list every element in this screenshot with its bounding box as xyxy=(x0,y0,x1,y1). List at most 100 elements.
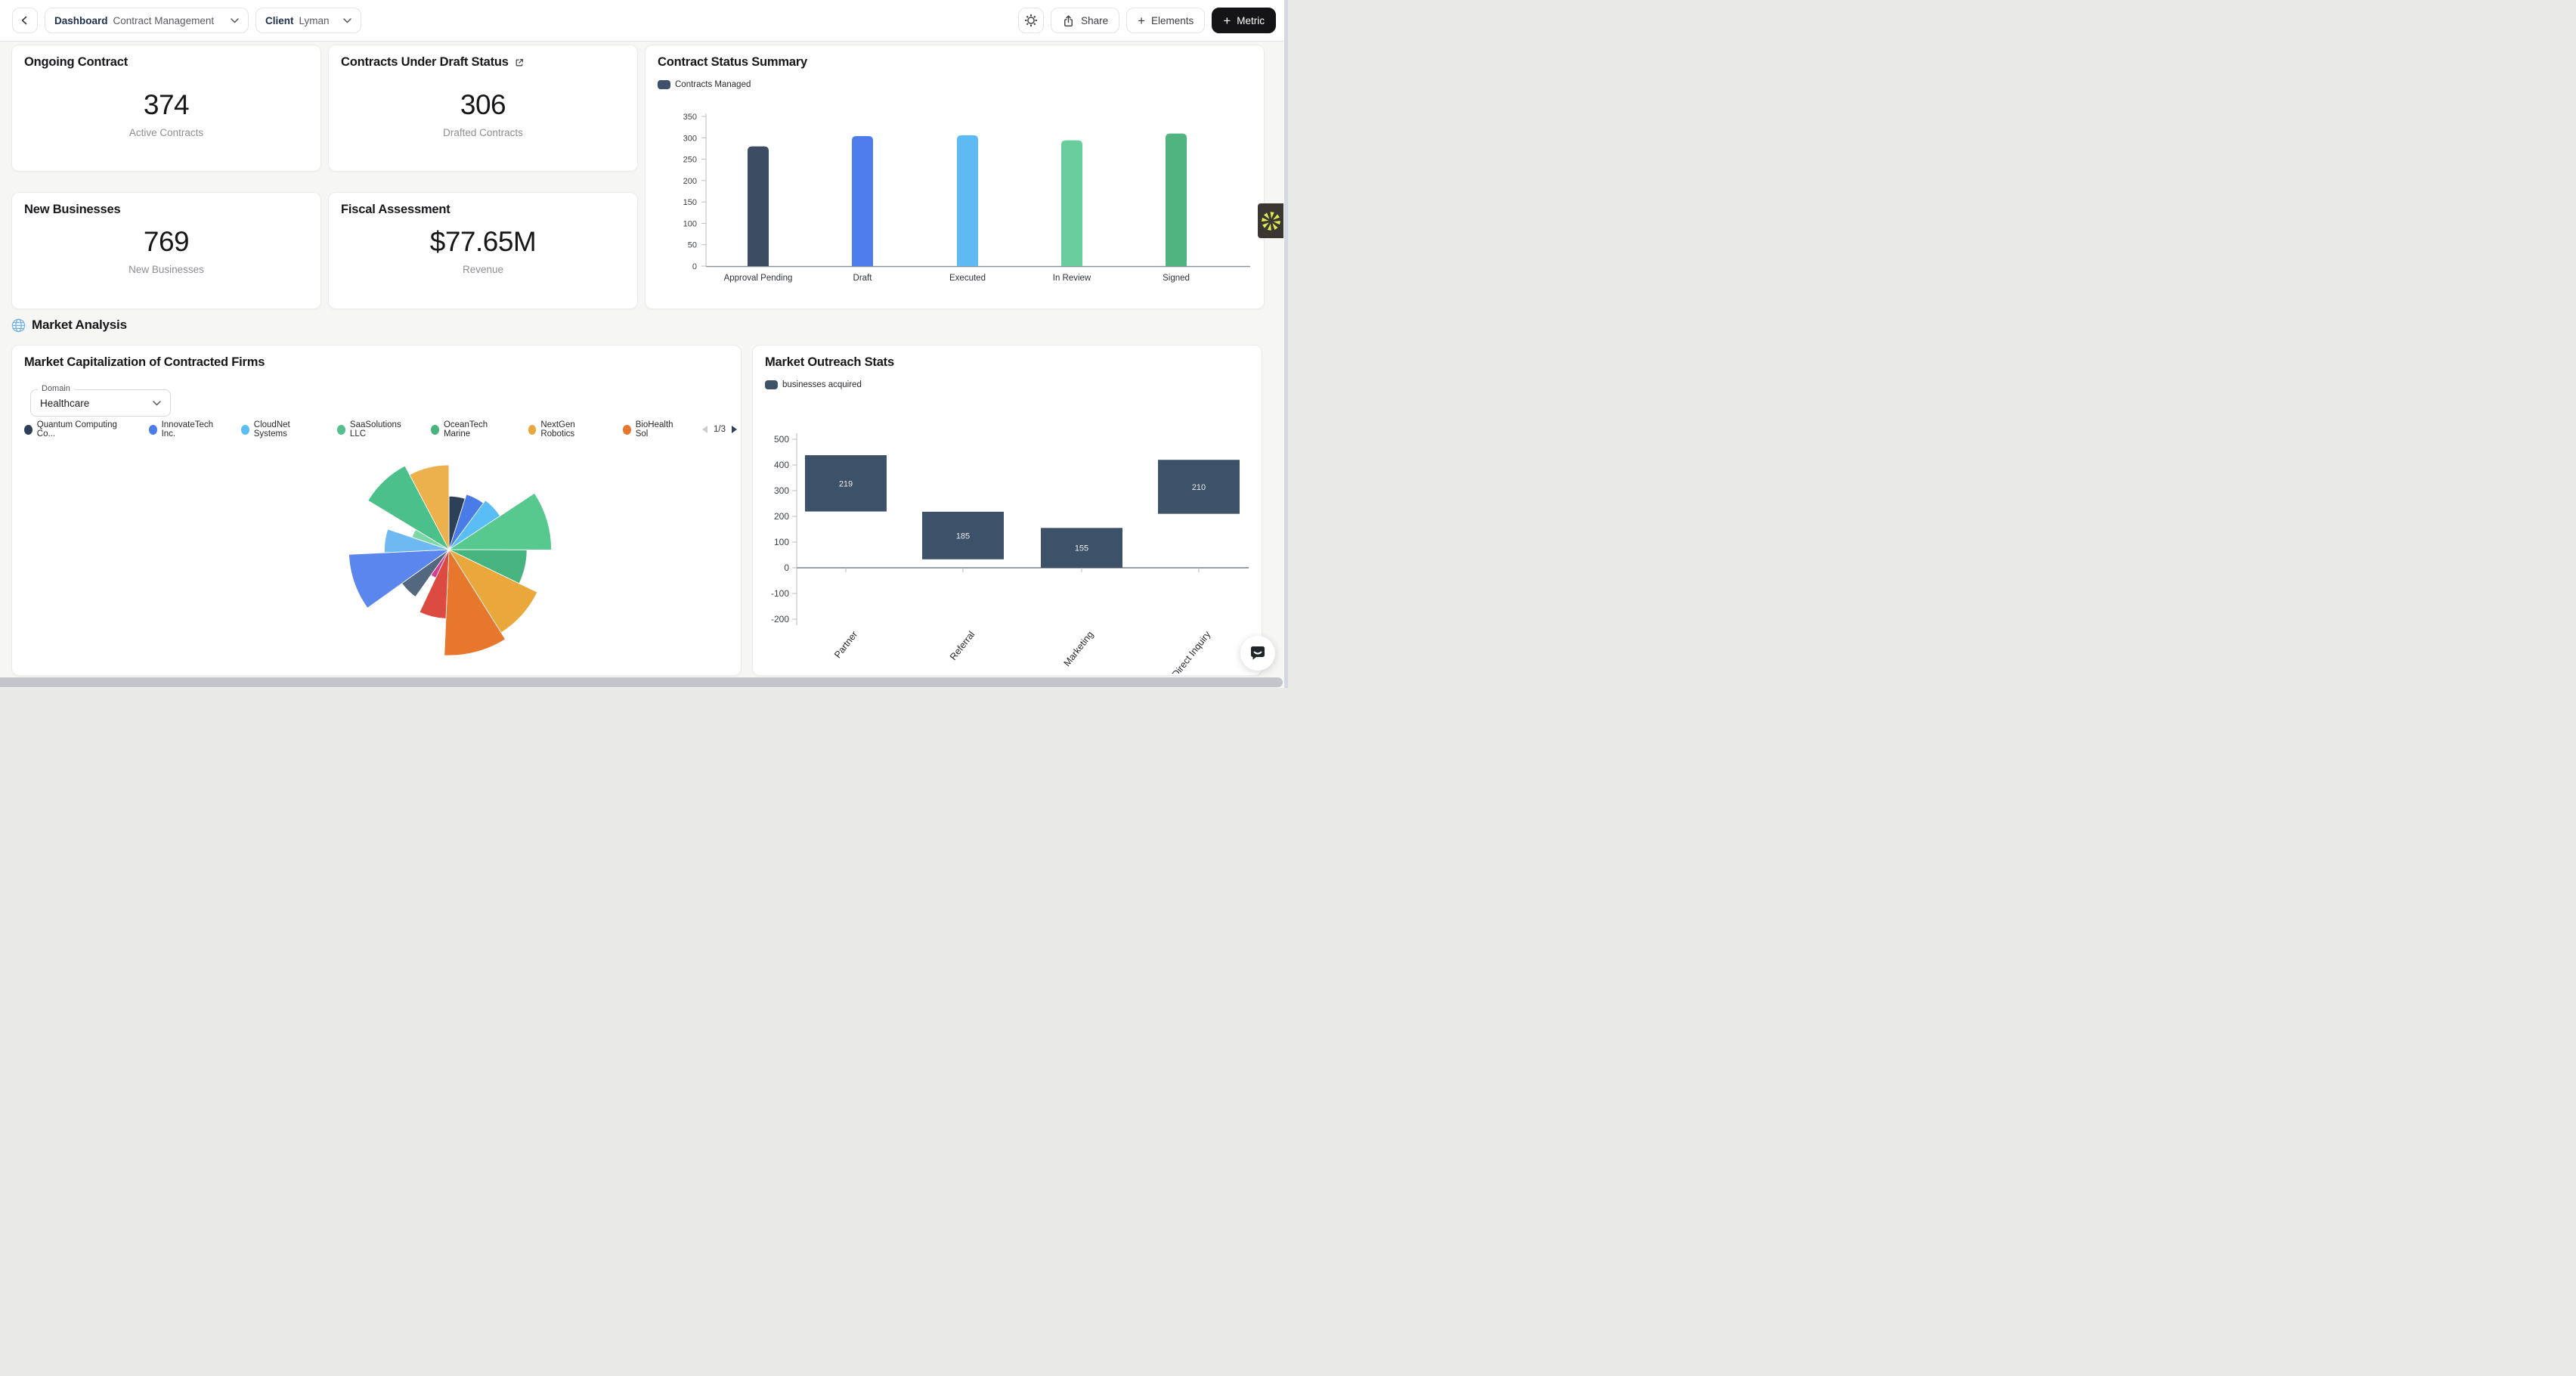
legend-swatch xyxy=(658,80,670,89)
rose-slice xyxy=(419,549,450,619)
chat-launcher-button[interactable] xyxy=(1240,636,1275,671)
back-button[interactable] xyxy=(12,8,38,33)
rose-slice xyxy=(447,492,552,550)
asterisk-icon xyxy=(1261,211,1280,231)
legend-label: SaaSolutions LLC xyxy=(349,420,401,439)
legend-label: OceanTech Marine xyxy=(443,420,488,439)
rose-slice xyxy=(384,528,450,553)
bar-Partner xyxy=(805,455,887,512)
contract-status-summary-card: Contract Status Summary Contracts Manage… xyxy=(645,45,1265,309)
svg-text:0: 0 xyxy=(784,562,789,573)
svg-text:400: 400 xyxy=(774,460,789,470)
domain-select-label: Domain xyxy=(38,384,74,393)
card-title: Market Capitalization of Contracted Firm… xyxy=(24,355,265,369)
svg-text:155: 155 xyxy=(1075,544,1088,553)
legend-swatch xyxy=(765,380,778,389)
legend-swatch xyxy=(622,424,631,435)
legend-label: businesses acquired xyxy=(782,380,862,389)
stat-card-contracts-under-draft: Contracts Under Draft Status 306 Drafted… xyxy=(328,45,638,172)
bar-Marketing xyxy=(1041,528,1122,568)
svg-text:Referral: Referral xyxy=(948,629,977,662)
market-outreach-bar-chart: 500 400 300 200 100 0 -100 -200 219 Partner 185 Ref… xyxy=(759,411,1258,680)
rose-slice xyxy=(367,465,450,551)
bar-Direct Inquiry xyxy=(1158,460,1240,514)
stat-value: $77.65M xyxy=(429,226,537,257)
svg-text:Approval Pending: Approval Pending xyxy=(724,274,793,283)
legend-label: Contracts Managed xyxy=(675,80,751,89)
svg-text:185: 185 xyxy=(956,531,970,541)
ai-assistant-button[interactable] xyxy=(1258,203,1283,238)
chat-bubble-icon xyxy=(1251,646,1265,660)
rose-slice xyxy=(409,464,450,550)
legend-next-arrow[interactable] xyxy=(731,425,738,434)
dashboard-label: Dashboard xyxy=(54,14,108,26)
legend-label: BioHealth Sol xyxy=(635,420,673,439)
plus-icon: + xyxy=(1223,13,1231,28)
market-capitalization-card: Market Capitalization of Contracted Firm… xyxy=(11,345,742,676)
gear-icon xyxy=(1025,14,1037,26)
legend-prev-arrow[interactable] xyxy=(701,425,708,434)
plus-icon: + xyxy=(1138,13,1146,28)
domain-select-value: Healthcare xyxy=(40,397,90,409)
elements-label: Elements xyxy=(1151,14,1194,26)
card-title: Market Outreach Stats xyxy=(765,355,894,369)
legend-item[interactable]: Contracts Managed xyxy=(658,80,751,89)
svg-text:Marketing: Marketing xyxy=(1062,629,1096,668)
stat-card-new-businesses: New Businesses 769 New Businesses xyxy=(11,192,321,309)
bar-Signed xyxy=(1166,133,1187,266)
metric-button[interactable]: + Metric xyxy=(1212,8,1276,33)
legend-label: CloudNet Systems xyxy=(253,420,290,439)
bar-Referral xyxy=(922,511,1004,559)
svg-text:100: 100 xyxy=(683,219,697,228)
legend-item[interactable]: OceanTech Marine xyxy=(431,420,515,439)
svg-text:150: 150 xyxy=(683,198,697,207)
legend-swatch xyxy=(337,424,345,435)
outreach-chart-legend: businesses acquired xyxy=(765,380,862,389)
horizontal-scrollbar[interactable] xyxy=(0,677,1283,687)
svg-text:300: 300 xyxy=(683,134,697,143)
market-cap-rose-chart xyxy=(12,444,742,668)
stat-caption: Drafted Contracts xyxy=(443,127,523,138)
market-outreach-card: Market Outreach Stats businesses acquire… xyxy=(752,345,1262,680)
svg-text:Signed: Signed xyxy=(1163,274,1190,283)
legend-swatch xyxy=(431,424,439,435)
legend-item[interactable]: BioHealth Sol xyxy=(622,420,687,439)
contract-chart-legend: Contracts Managed xyxy=(658,80,751,89)
legend-item[interactable]: Quantum Computing Co... xyxy=(24,420,136,439)
floating-bar-chart-svg: 500 400 300 200 100 0 -100 -200 219 Partner 185 Ref… xyxy=(771,433,1249,680)
legend-pagination: 1/3 xyxy=(701,425,738,434)
market-analysis-section-header: Market Analysis xyxy=(11,318,127,333)
chevron-left-icon xyxy=(21,16,27,25)
svg-text:210: 210 xyxy=(1192,483,1206,492)
legend-item[interactable]: NextGen Robotics xyxy=(528,420,610,439)
bar-In Review xyxy=(1061,140,1082,266)
share-icon xyxy=(1064,14,1073,26)
share-button[interactable]: Share xyxy=(1051,8,1120,33)
legend-item[interactable]: businesses acquired xyxy=(765,380,862,389)
client-value: Lyman xyxy=(299,14,330,26)
stat-value: 306 xyxy=(460,89,506,120)
client-selector[interactable]: Client Lyman xyxy=(255,8,361,33)
legend-page-indicator: 1/3 xyxy=(713,425,726,434)
svg-text:350: 350 xyxy=(683,113,697,122)
svg-text:0: 0 xyxy=(692,262,697,271)
settings-button[interactable] xyxy=(1018,8,1045,33)
client-label: Client xyxy=(265,14,294,26)
legend-item[interactable]: InnovateTech Inc. xyxy=(148,420,228,439)
svg-text:Partner: Partner xyxy=(832,629,859,660)
bar-Approval Pending xyxy=(748,146,769,266)
domain-select[interactable]: Domain Healthcare xyxy=(30,384,171,417)
metric-label: Metric xyxy=(1237,14,1265,26)
legend-item[interactable]: CloudNet Systems xyxy=(240,420,324,439)
card-title: New Businesses xyxy=(24,203,121,216)
chevron-down-icon xyxy=(153,400,161,406)
legend-item[interactable]: SaaSolutions LLC xyxy=(337,420,418,439)
stat-caption: Revenue xyxy=(462,264,504,275)
external-link-icon[interactable] xyxy=(514,57,525,68)
top-bar: Dashboard Contract Management Client Lym… xyxy=(0,0,1288,42)
vertical-scrollbar[interactable] xyxy=(1284,0,1288,688)
card-title: Ongoing Contract xyxy=(24,55,128,69)
elements-button[interactable]: + Elements xyxy=(1126,8,1206,33)
dashboard-selector[interactable]: Dashboard Contract Management xyxy=(45,8,249,33)
chevron-down-icon xyxy=(343,17,351,23)
